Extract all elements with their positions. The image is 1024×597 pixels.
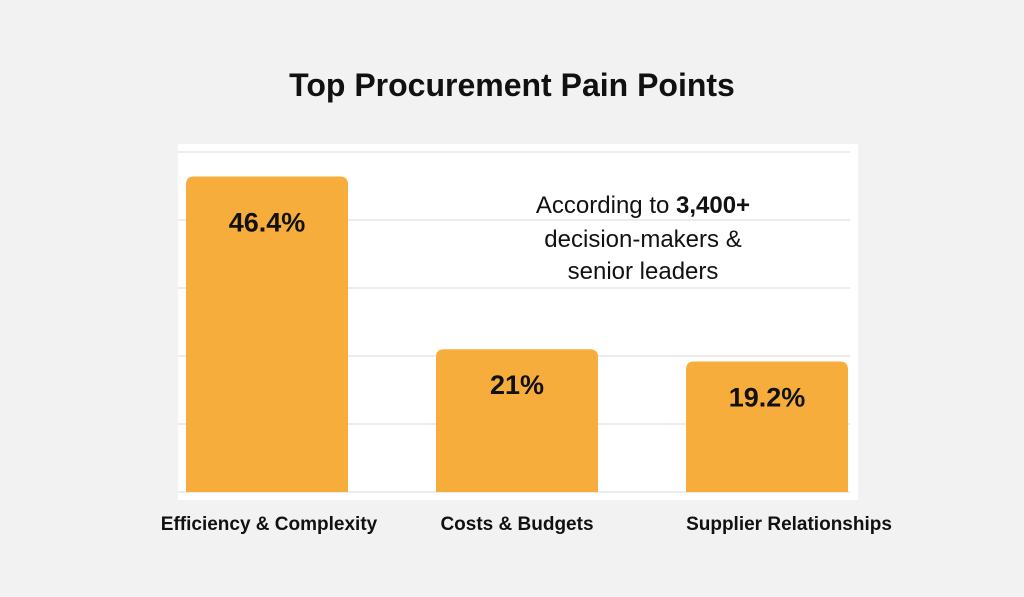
bar-value-label: 21% [490, 370, 544, 400]
annotation-prefix: According to [536, 192, 676, 219]
annotation-line-2: decision-makers & [544, 226, 741, 253]
bar [686, 361, 848, 492]
bars [186, 176, 848, 493]
category-label: Costs & Budgets [440, 514, 593, 535]
bar-value-label: 46.4% [229, 207, 306, 237]
bar [436, 349, 598, 492]
category-labels: Efficiency & Complexity Costs & Budgets Su… [161, 514, 892, 535]
annotation-line-1: According to 3,400+ [536, 192, 750, 219]
category-label: Supplier Relationships [686, 514, 892, 535]
annotation-line-3: senior leaders [568, 258, 719, 285]
chart-title: Top Procurement Pain Points [289, 67, 735, 103]
data-labels: 46.4% 21% 19.2% [229, 207, 806, 412]
category-label: Efficiency & Complexity [161, 514, 378, 535]
bar-value-label: 19.2% [729, 382, 806, 412]
bar [186, 176, 348, 493]
annotation-emphasis: 3,400+ [676, 192, 750, 219]
